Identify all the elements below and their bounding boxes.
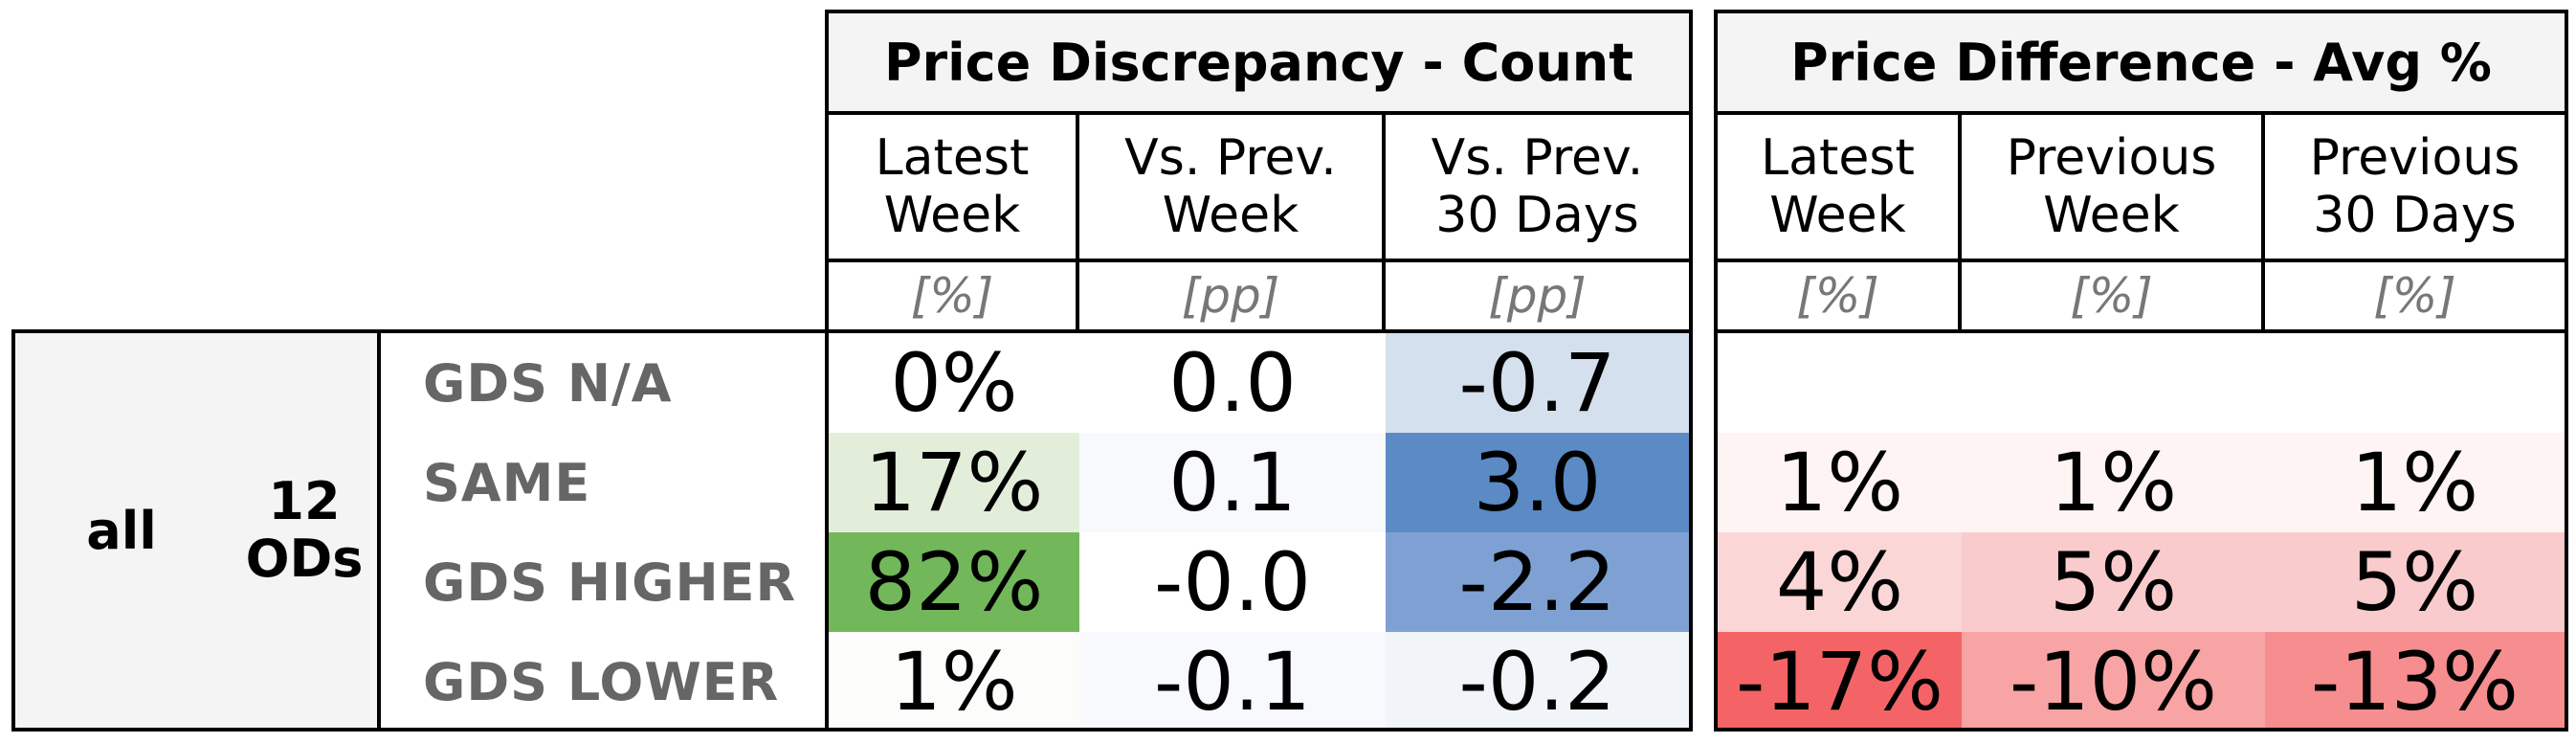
col-header-latest-week-avg: Latest Week (1718, 115, 1958, 259)
table-cell-g0-r1-c0: 17% (829, 433, 1079, 532)
stub-level1-label: all (86, 500, 157, 561)
table-cell-g0-r0-c0: 0% (829, 333, 1079, 433)
table-cell-g1-r2-c1: 5% (1962, 532, 2265, 632)
group-title-count: Price Discrepancy - Count (825, 10, 1693, 115)
table-cell-g1-r1-c0: 1% (1718, 433, 1962, 532)
table-cell-g1-r3-c2: -13% (2265, 632, 2565, 732)
col-divider (2261, 115, 2265, 329)
body-top-border (1714, 329, 2568, 333)
table-cell-g0-r2-c0: 82% (829, 532, 1079, 632)
table-cell-g1-r0-c1 (1962, 333, 2265, 433)
table-cell-g0-r1-c1: 0.1 (1079, 433, 1386, 532)
unit-label: [%] (829, 262, 1076, 329)
col-header-previous-30-days: Previous 30 Days (2265, 115, 2565, 259)
body-left-border (11, 329, 15, 732)
table-cell-g0-r0-c2: -0.7 (1386, 333, 1689, 433)
header-divider (1714, 259, 2568, 262)
group2-right-border (2565, 115, 2568, 732)
table-cell-g1-r1-c1: 1% (1962, 433, 2265, 532)
table-cell-g0-r3-c2: -0.2 (1386, 632, 1689, 732)
table-cell-g1-r0-c0 (1718, 333, 1962, 433)
stub-level2-label: 12 ODs (245, 471, 364, 589)
group1-right-border (1689, 115, 1693, 732)
table-cell-g0-r2-c2: -2.2 (1386, 532, 1689, 632)
col-header-latest-week: Latest Week (829, 115, 1076, 259)
group2-left-border (1714, 115, 1718, 732)
col-divider (1958, 115, 1962, 329)
table-cell-g1-r2-c0: 4% (1718, 532, 1962, 632)
header-divider (825, 259, 1693, 262)
row-label-gds-higher: GDS HIGHER (423, 552, 797, 613)
body-top-border (11, 329, 1693, 333)
table-cell-g0-r0-c1: 0.0 (1079, 333, 1386, 433)
stub-divider (377, 329, 381, 732)
table-cell-g0-r2-c1: -0.0 (1079, 532, 1386, 632)
col-header-previous-week: Previous Week (1962, 115, 2261, 259)
row-label-same: SAME (423, 452, 591, 513)
group-title-avg: Price Difference - Avg % (1714, 10, 2568, 115)
table-cell-g1-r0-c2 (2265, 333, 2565, 433)
row-label-gds-na: GDS N/A (423, 352, 673, 414)
col-divider (1076, 115, 1079, 329)
table-cell-g1-r1-c2: 1% (2265, 433, 2565, 532)
col-header-vs-prev-30-days: Vs. Prev. 30 Days (1386, 115, 1689, 259)
table-cell-g0-r3-c1: -0.1 (1079, 632, 1386, 732)
table-cell-g0-r1-c2: 3.0 (1386, 433, 1689, 532)
table-cell-g1-r3-c1: -10% (1962, 632, 2265, 732)
group1-left-border (825, 115, 829, 732)
unit-label: [pp] (1079, 262, 1382, 329)
stub-background (11, 329, 377, 732)
unit-label: [pp] (1386, 262, 1689, 329)
unit-label: [%] (1718, 262, 1958, 329)
body-bottom-border (1714, 728, 2568, 732)
col-divider (1382, 115, 1386, 329)
body-bottom-border (11, 728, 1693, 732)
table-cell-g1-r3-c0: -17% (1718, 632, 1962, 732)
unit-label: [%] (2265, 262, 2565, 329)
unit-label: [%] (1962, 262, 2261, 329)
row-label-gds-lower: GDS LOWER (423, 651, 780, 712)
table-cell-g0-r3-c0: 1% (829, 632, 1079, 732)
col-header-vs-prev-week: Vs. Prev. Week (1079, 115, 1382, 259)
table-cell-g1-r2-c2: 5% (2265, 532, 2565, 632)
